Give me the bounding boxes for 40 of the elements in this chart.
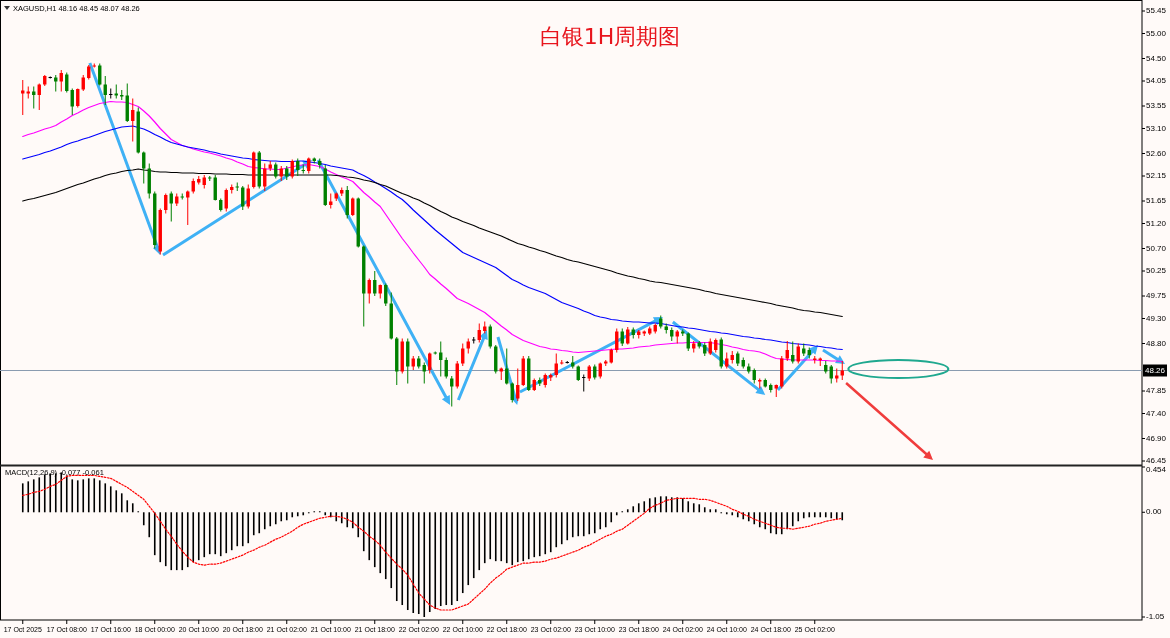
y-tick-label: 0.454 bbox=[1146, 465, 1167, 475]
y-tick-label: 55.45 bbox=[1146, 6, 1167, 16]
y-tick-label: 48.80 bbox=[1146, 338, 1167, 348]
candlestick bbox=[109, 88, 113, 99]
candlestick bbox=[516, 368, 520, 402]
y-tick-label: 0.00 bbox=[1146, 507, 1163, 517]
y-tick-label: 49.75 bbox=[1146, 291, 1167, 301]
y-tick-label: 52.60 bbox=[1146, 148, 1167, 158]
y-tick-label: 47.40 bbox=[1146, 408, 1167, 418]
y-tick-label: 50.25 bbox=[1146, 266, 1167, 276]
y-tick-label: 46.45 bbox=[1146, 456, 1167, 466]
y-tick-label: 54.50 bbox=[1146, 53, 1167, 63]
candlestick bbox=[70, 88, 74, 116]
candlestick bbox=[384, 283, 388, 307]
y-tick-label: 47.85 bbox=[1146, 386, 1167, 396]
y-tick-label: 49.30 bbox=[1146, 313, 1167, 323]
candlestick bbox=[290, 159, 294, 179]
candlestick bbox=[21, 79, 25, 116]
y-tick-label: 50.70 bbox=[1146, 243, 1167, 253]
y-tick-label: 53.10 bbox=[1146, 123, 1167, 133]
y-tick-label: 51.65 bbox=[1146, 196, 1167, 206]
candlestick bbox=[422, 362, 426, 384]
y-tick-label: 46.90 bbox=[1146, 433, 1167, 443]
y-tick-label: 53.55 bbox=[1146, 101, 1167, 111]
candlestick bbox=[186, 190, 190, 226]
candlestick bbox=[785, 340, 789, 362]
candlestick bbox=[373, 270, 377, 297]
y-tick-label: 55.00 bbox=[1146, 28, 1167, 38]
candlestick bbox=[367, 278, 371, 304]
candlestick bbox=[224, 188, 228, 212]
text: 白银1H周期图 bbox=[539, 24, 681, 49]
candlestick bbox=[444, 357, 448, 379]
candlestick bbox=[582, 374, 586, 392]
y-tick-label: 54.05 bbox=[1146, 76, 1167, 86]
candlestick bbox=[59, 69, 63, 92]
ref-line-label: 48.26 bbox=[1145, 365, 1166, 375]
y-tick-label: -1.05 bbox=[1146, 612, 1165, 622]
candlestick bbox=[791, 341, 795, 364]
y-tick-label: 51.20 bbox=[1146, 218, 1167, 228]
y-tick-label: 52.15 bbox=[1146, 171, 1167, 181]
